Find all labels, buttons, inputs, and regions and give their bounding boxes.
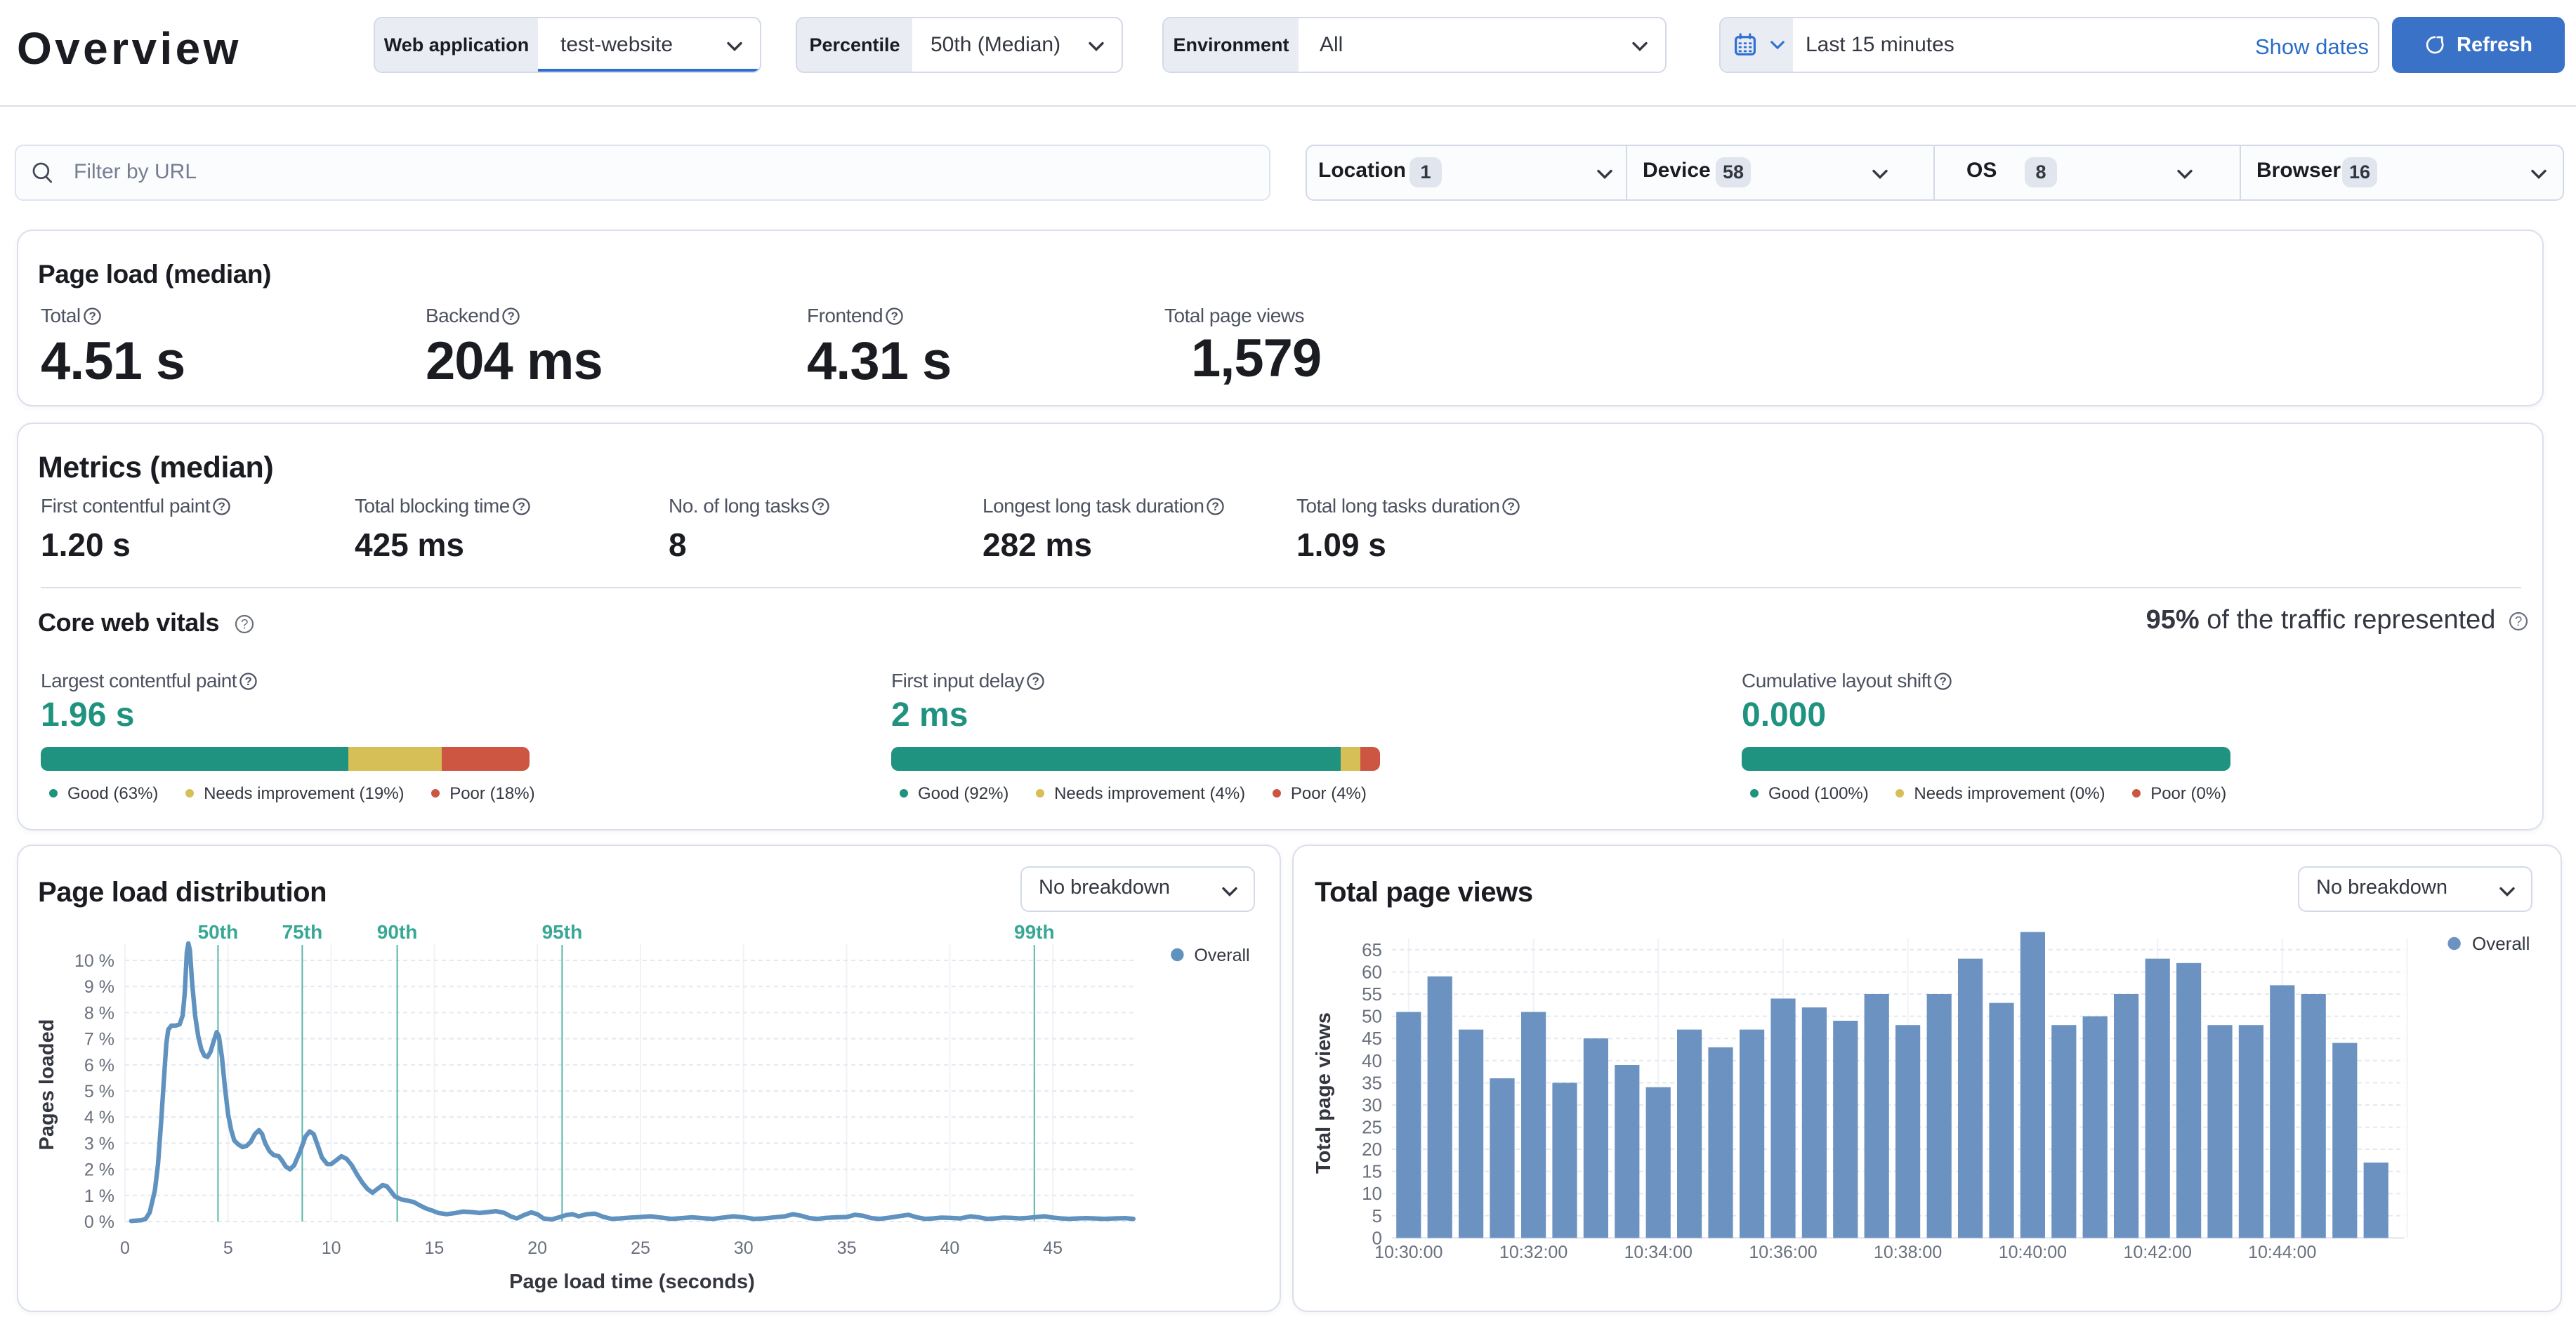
svg-text:10:34:00: 10:34:00 [1624, 1243, 1693, 1262]
svg-text:90th: 90th [377, 921, 418, 943]
svg-text:10:42:00: 10:42:00 [2124, 1243, 2192, 1262]
svg-text:45: 45 [1362, 1028, 1382, 1049]
svg-text:5: 5 [223, 1238, 233, 1258]
svg-text:30: 30 [734, 1238, 754, 1258]
svg-text:60: 60 [1362, 961, 1382, 982]
svg-text:?: ? [241, 617, 248, 632]
svg-text:10:38:00: 10:38:00 [1874, 1243, 1942, 1262]
svg-text:Total page views: Total page views [1313, 1012, 1335, 1174]
svg-text:30: 30 [1362, 1094, 1382, 1116]
svg-text:0: 0 [120, 1238, 130, 1258]
svg-text:10 %: 10 % [74, 951, 114, 971]
svg-text:5: 5 [1372, 1205, 1382, 1226]
svg-text:Overall: Overall [1194, 946, 1249, 965]
svg-text:10: 10 [1362, 1183, 1382, 1204]
svg-text:6 %: 6 % [84, 1056, 114, 1076]
svg-text:?: ? [1508, 500, 1515, 513]
svg-text:15: 15 [1362, 1161, 1382, 1182]
svg-text:0: 0 [1372, 1227, 1382, 1248]
svg-text:?: ? [891, 310, 898, 323]
svg-text:?: ? [1940, 675, 1947, 688]
svg-text:50th: 50th [198, 921, 239, 943]
svg-text:1 %: 1 % [84, 1186, 114, 1206]
svg-text:Overall: Overall [2472, 933, 2530, 954]
svg-text:45: 45 [1043, 1238, 1063, 1258]
svg-text:10:44:00: 10:44:00 [2248, 1243, 2316, 1262]
svg-text:20: 20 [527, 1238, 547, 1258]
svg-text:4 %: 4 % [84, 1108, 114, 1127]
svg-text:20: 20 [1362, 1139, 1382, 1160]
svg-text:2 %: 2 % [84, 1160, 114, 1180]
svg-text:?: ? [88, 310, 96, 323]
svg-text:9 %: 9 % [84, 977, 114, 997]
svg-text:75th: 75th [282, 921, 323, 943]
svg-text:?: ? [508, 310, 515, 323]
svg-text:10:32:00: 10:32:00 [1499, 1243, 1568, 1262]
svg-text:55: 55 [1362, 984, 1382, 1005]
svg-text:?: ? [518, 500, 525, 513]
svg-text:15: 15 [424, 1238, 444, 1258]
svg-text:35: 35 [1362, 1072, 1382, 1093]
svg-text:25: 25 [1362, 1117, 1382, 1138]
svg-text:10: 10 [322, 1238, 341, 1258]
svg-text:?: ? [245, 675, 252, 688]
svg-text:65: 65 [1362, 939, 1382, 960]
svg-text:?: ? [817, 500, 824, 513]
svg-text:0 %: 0 % [84, 1212, 114, 1232]
svg-text:3 %: 3 % [84, 1134, 114, 1153]
svg-text:35: 35 [837, 1238, 857, 1258]
svg-text:10:30:00: 10:30:00 [1374, 1243, 1443, 1262]
svg-text:7 %: 7 % [84, 1030, 114, 1050]
svg-text:50: 50 [1362, 1006, 1382, 1027]
svg-text:99th: 99th [1014, 921, 1055, 943]
svg-text:?: ? [218, 500, 225, 513]
svg-text:10:36:00: 10:36:00 [1749, 1243, 1817, 1262]
svg-text:?: ? [1032, 675, 1039, 688]
svg-text:8 %: 8 % [84, 1003, 114, 1023]
svg-text:5 %: 5 % [84, 1082, 114, 1101]
svg-text:Pages loaded: Pages loaded [36, 1019, 58, 1151]
svg-text:Page load time (seconds): Page load time (seconds) [509, 1271, 755, 1293]
svg-text:?: ? [2515, 614, 2523, 629]
svg-text:95th: 95th [542, 921, 583, 943]
svg-text:?: ? [1212, 500, 1219, 513]
svg-text:40: 40 [940, 1238, 959, 1258]
svg-text:25: 25 [631, 1238, 650, 1258]
svg-text:40: 40 [1362, 1050, 1382, 1071]
svg-text:10:40:00: 10:40:00 [1999, 1243, 2067, 1262]
